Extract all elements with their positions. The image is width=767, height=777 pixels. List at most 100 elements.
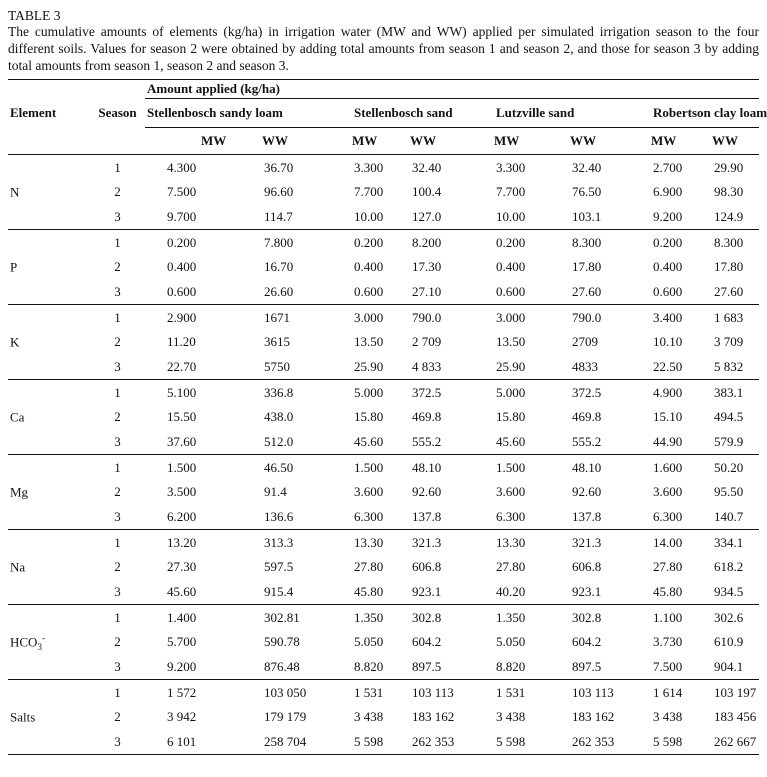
table-row: Ca 1 5.100 336.8 5.000 372.5 5.000 372.5 4.900 38…: [8, 379, 760, 455]
element-superscript: -: [41, 632, 45, 643]
value-cell: 36.70: [262, 154, 352, 180]
element-symbol: HCO: [10, 634, 38, 650]
element-symbol: Salts: [10, 709, 36, 725]
season-cell: 1: [90, 304, 145, 330]
value-cell: 1671: [262, 304, 352, 330]
value-cell: 11.20: [167, 334, 196, 350]
element-symbol: Na: [10, 559, 26, 575]
spacer-cell: [90, 80, 145, 99]
season-column-header: Season: [98, 105, 137, 121]
value-cell: 2709: [572, 334, 598, 350]
value-cell: 96.60: [264, 184, 294, 200]
value-cell: 3 942: [167, 709, 197, 725]
header-row-groups: Element Season Stellenbosch sandy loam S…: [8, 98, 767, 129]
value-cell: 13.50: [496, 334, 526, 350]
table-label: TABLE 3: [8, 8, 61, 23]
element-column-header: Element: [10, 105, 57, 121]
value-cell: 27.60: [714, 284, 744, 300]
value-cell: 114.7: [264, 209, 293, 225]
value-cell: 5 832: [714, 359, 744, 375]
value-cell: 321.3: [410, 529, 494, 555]
table-row: N 1 4.300 36.70 3.300 32.40 3.300 32.40 2.700 29.…: [8, 154, 760, 230]
value-cell: 5750: [264, 359, 290, 375]
value-cell: 262 667: [714, 734, 757, 750]
season-cell: 1: [90, 679, 145, 705]
value-cell: 618.2: [714, 559, 744, 575]
value-cell: 9.200: [167, 659, 197, 675]
spacer-cell: [8, 80, 90, 99]
table-row: 2 3.500 91.4 3.600 92.60 3.600 92.60 3.600 95.50: [8, 480, 759, 505]
value-cell: 923.1: [412, 584, 442, 600]
value-cell: 9.700: [167, 209, 197, 225]
value-cell: 0.400: [496, 259, 526, 275]
value-cell: 44.90: [653, 434, 683, 450]
value-cell: 5.000: [494, 379, 570, 405]
value-cell: 597.5: [264, 559, 294, 575]
value-cell: 372.5: [570, 379, 651, 405]
table-row: 2 5.700 590.78 5.050 604.2 5.050 604.2 3.730 610…: [8, 630, 759, 655]
value-cell: 2.900: [145, 304, 262, 330]
table-row: 3 37.60 512.0 45.60 555.2 45.60 555.2 44.90 579.…: [8, 430, 759, 455]
value-cell: 103.1: [572, 209, 602, 225]
value-cell: 1.500: [145, 454, 262, 480]
value-cell: 790.0: [410, 304, 494, 330]
element-label: Salts: [8, 679, 90, 755]
value-cell: 22.50: [653, 359, 683, 375]
value-cell: 6.300: [354, 509, 384, 525]
value-cell: 6.200: [167, 509, 197, 525]
value-cell: 17.80: [572, 259, 602, 275]
season-cell: 1: [90, 229, 145, 255]
value-cell: 0.400: [653, 259, 683, 275]
value-cell: 1.350: [494, 604, 570, 630]
value-cell: 0.200: [145, 229, 262, 255]
value-cell: 262 353: [572, 734, 615, 750]
value-cell: 897.5: [572, 659, 602, 675]
value-cell: 334.1: [712, 529, 760, 555]
value-cell: 9.200: [653, 209, 683, 225]
value-cell: 124.9: [714, 209, 744, 225]
value-cell: 3.600: [653, 484, 683, 500]
header-row-amount: Amount applied (kg/ha): [8, 79, 760, 100]
value-cell: 13.30: [494, 529, 570, 555]
value-cell: 46.50: [262, 454, 352, 480]
value-cell: 372.5: [410, 379, 494, 405]
table-caption-block: TABLE 3 The cumulative amounts of elemen…: [8, 7, 759, 74]
spacer-cell: [8, 128, 90, 155]
season-cell: 1: [90, 604, 145, 630]
value-cell: 140.7: [714, 509, 744, 525]
value-cell: 3.500: [167, 484, 197, 500]
season-cell: 3: [114, 359, 121, 375]
value-cell: 0.400: [354, 259, 384, 275]
value-cell: 904.1: [714, 659, 744, 675]
data-table: Amount applied (kg/ha) Element Season St…: [8, 79, 767, 756]
value-cell: 579.9: [714, 434, 744, 450]
season-cell: 3: [114, 659, 121, 675]
value-cell: 48.10: [410, 454, 494, 480]
season-cell: 2: [114, 634, 121, 650]
value-cell: 3 438: [496, 709, 526, 725]
value-cell: 262 353: [412, 734, 455, 750]
value-cell: 13.30: [352, 529, 410, 555]
value-cell: 3.000: [494, 304, 570, 330]
value-cell: 15.50: [167, 409, 197, 425]
value-cell: 1 531: [494, 679, 570, 705]
element-symbol: K: [10, 334, 20, 350]
value-cell: 92.60: [572, 484, 602, 500]
value-cell: 183 162: [412, 709, 455, 725]
value-cell: 136.6: [264, 509, 294, 525]
table-row: 3 6 101 258 704 5 598 262 353 5 598 262 353 5 5…: [8, 730, 759, 755]
value-cell: 3 438: [354, 709, 384, 725]
subheader-mw-4: MW: [651, 133, 677, 149]
value-cell: 8.200: [410, 229, 494, 255]
value-cell: 15.80: [496, 409, 526, 425]
element-label: K: [8, 304, 90, 380]
element-label: Na: [8, 529, 90, 605]
table-row: 2 0.400 16.70 0.400 17.30 0.400 17.80 0.400 17.8…: [8, 255, 759, 280]
value-cell: 5.050: [354, 634, 384, 650]
value-cell: 27.60: [572, 284, 602, 300]
value-cell: 13.50: [354, 334, 384, 350]
value-cell: 1 614: [651, 679, 712, 705]
value-cell: 27.80: [354, 559, 384, 575]
value-cell: 0.600: [653, 284, 683, 300]
table-caption: The cumulative amounts of elements (kg/h…: [8, 24, 759, 73]
